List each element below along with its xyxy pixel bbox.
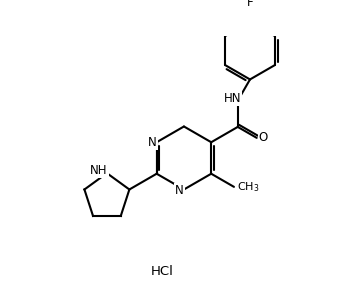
Text: N: N bbox=[148, 136, 157, 149]
Text: F: F bbox=[247, 0, 253, 9]
Text: HCl: HCl bbox=[151, 265, 173, 278]
Text: N: N bbox=[175, 184, 184, 197]
Text: CH$_3$: CH$_3$ bbox=[237, 180, 259, 194]
Text: O: O bbox=[258, 131, 268, 144]
Text: NH: NH bbox=[90, 164, 108, 177]
Text: HN: HN bbox=[224, 92, 241, 104]
